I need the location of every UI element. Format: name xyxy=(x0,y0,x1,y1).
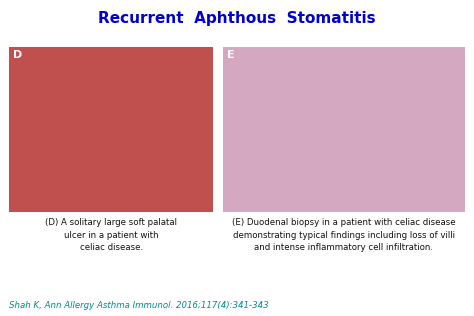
Text: (D) A solitary large soft palatal
ulcer in a patient with
celiac disease.: (D) A solitary large soft palatal ulcer … xyxy=(46,218,177,252)
Text: (E) Duodenal biopsy in a patient with celiac disease
demonstrating typical findi: (E) Duodenal biopsy in a patient with ce… xyxy=(232,218,456,252)
Bar xyxy=(223,47,465,212)
Text: Recurrent  Aphthous  Stomatitis: Recurrent Aphthous Stomatitis xyxy=(98,11,376,26)
Bar xyxy=(9,47,213,212)
Text: D: D xyxy=(13,50,23,60)
Text: E: E xyxy=(227,50,234,60)
Text: Shah K, Ann Allergy Asthma Immunol. 2016;117(4):341-343: Shah K, Ann Allergy Asthma Immunol. 2016… xyxy=(9,301,269,310)
